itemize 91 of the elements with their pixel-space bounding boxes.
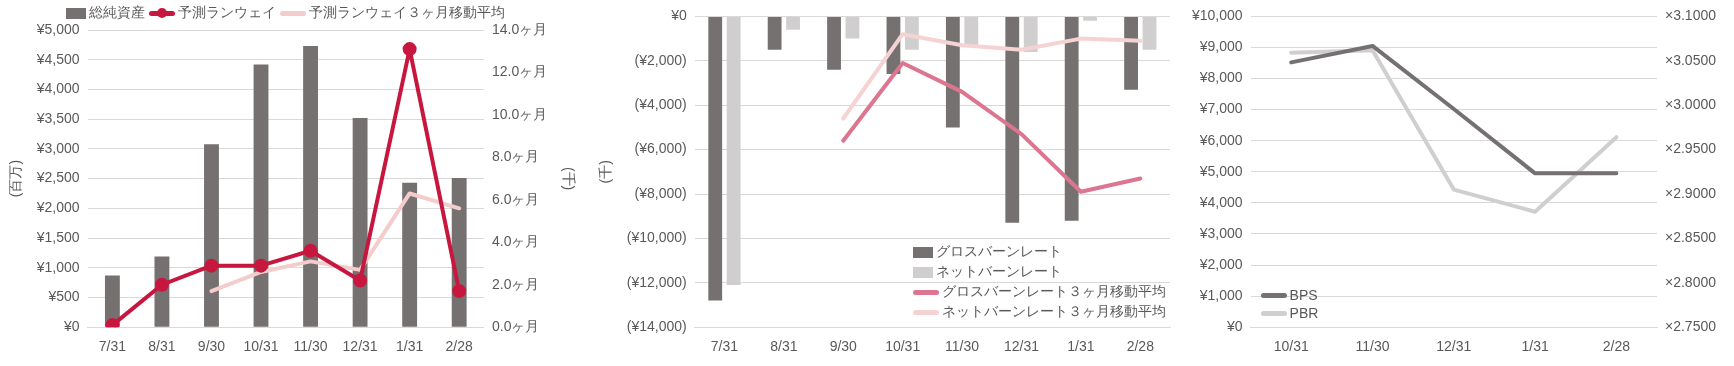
y2-tick-label: ×3.1000 (1665, 7, 1717, 24)
x-tick-label: 11/30 (1355, 338, 1390, 355)
x-tick-label: 12/31 (1436, 338, 1472, 355)
x-tick-label: 10/31 (885, 338, 921, 355)
legend-label: 予測ランウェイ (178, 4, 277, 22)
y-tick-label: ¥3,500 (35, 110, 80, 127)
legend-label: 予測ランウェイ３ヶ月移動平均 (309, 4, 506, 22)
y-tick-label: ¥5,000 (35, 20, 80, 37)
y-axis-title: (千) (597, 160, 614, 184)
y-tick-label: (¥4,000) (634, 96, 687, 113)
point (452, 284, 467, 299)
bar (402, 182, 418, 327)
x-tick-label: 10/31 (1273, 338, 1309, 355)
y-tick-label: (¥2,000) (634, 51, 687, 68)
x-tick-label: 8/31 (148, 338, 176, 355)
legend-label: PBR (1289, 305, 1319, 322)
y-tick-label: (¥6,000) (634, 140, 687, 157)
y2-tick-label: ×2.9000 (1665, 184, 1717, 201)
y2-tick-label: 8.0ヶ月 (491, 148, 540, 165)
y2-tick-label: ×3.0000 (1665, 96, 1717, 113)
y-tick-label: ¥3,000 (1198, 224, 1243, 241)
y-tick-label: ¥4,000 (35, 80, 80, 97)
x-tick-label: 1/31 (396, 338, 424, 355)
y-tick-label: ¥5,000 (1198, 162, 1243, 179)
x-tick-label: 7/31 (710, 338, 739, 355)
y2-tick-label: 4.0ヶ月 (491, 233, 540, 250)
x-tick-label: 12/31 (342, 338, 378, 355)
y2-tick-label: 10.0ヶ月 (491, 105, 548, 122)
y-tick-label: ¥6,000 (1198, 131, 1243, 148)
x-tick-label: 1/31 (1521, 338, 1549, 355)
y-tick-label: ¥2,000 (1198, 255, 1243, 272)
y-tick-label: ¥0 (63, 318, 80, 335)
legend-label: ネットバーンレート (936, 263, 1062, 282)
y-tick-label: ¥3,000 (35, 139, 80, 156)
x-tick-label: 9/30 (829, 338, 858, 355)
legend-label: グロスバーンレート (936, 243, 1062, 262)
y-tick-label: ¥2,500 (35, 169, 80, 186)
y2-tick-label: 0.0ヶ月 (491, 318, 540, 335)
y-tick-label: (¥14,000) (626, 318, 687, 335)
y-tick-label: (¥10,000) (626, 229, 687, 246)
y2-tick-label: ×3.0500 (1665, 51, 1717, 68)
y-tick-label: ¥1,000 (1198, 286, 1243, 303)
bar (204, 144, 219, 327)
y2-tick-label: ×2.8000 (1665, 273, 1717, 290)
y-tick-label: (¥8,000) (634, 184, 687, 201)
point (254, 258, 269, 273)
x-tick-label: 9/30 (197, 338, 226, 355)
y2-tick-label: 2.0ヶ月 (491, 275, 540, 292)
y-tick-label: ¥8,000 (1198, 69, 1243, 86)
y-tick-label: ¥4,500 (35, 50, 80, 67)
y2-axis-title: (千) (560, 166, 577, 191)
y-tick-label: ¥1,500 (35, 228, 80, 245)
y-tick-label: ¥0 (670, 7, 687, 24)
y-tick-label: ¥7,000 (1198, 100, 1243, 117)
point (353, 273, 368, 288)
y-tick-label: ¥1,000 (35, 258, 80, 275)
x-tick-label: 2/28 (445, 338, 474, 355)
legend-label: ネットバーンレート３ヶ月移動平均 (942, 303, 1166, 322)
bar (352, 117, 368, 327)
x-tick-label: 2/28 (1126, 338, 1155, 355)
y2-tick-label: 12.0ヶ月 (491, 63, 548, 80)
legend-label: BPS (1289, 287, 1318, 304)
y2-tick-label: ×2.9500 (1665, 140, 1717, 157)
x-tick-label: 11/30 (945, 338, 980, 355)
x-tick-label: 10/31 (243, 338, 279, 355)
y-tick-label: ¥9,000 (1198, 38, 1243, 55)
y-axis-title: (百万) (7, 159, 24, 198)
bar (253, 64, 269, 327)
x-tick-label: 7/31 (98, 338, 127, 355)
point (154, 277, 169, 292)
bar (303, 46, 318, 327)
y2-tick-label: ×2.7500 (1665, 318, 1717, 335)
y2-tick-label: 6.0ヶ月 (491, 190, 540, 207)
x-tick-label: 11/30 (293, 338, 328, 355)
y2-tick-label: 14.0ヶ月 (491, 20, 548, 37)
x-tick-label: 1/31 (1067, 338, 1095, 355)
y-tick-label: ¥4,000 (1198, 193, 1243, 210)
y-tick-label: ¥0 (1226, 318, 1243, 335)
legend-label: 総純資産 (89, 4, 146, 22)
y-tick-label: ¥500 (47, 288, 80, 305)
y-tick-label: (¥12,000) (626, 273, 687, 290)
y-tick-label: ¥10,000 (1191, 7, 1243, 24)
point (402, 42, 417, 57)
point (204, 258, 219, 273)
y2-tick-label: ×2.8500 (1665, 229, 1717, 246)
legend-label: グロスバーンレート３ヶ月移動平均 (942, 283, 1166, 302)
y-tick-label: ¥2,000 (35, 199, 80, 216)
point (303, 243, 318, 258)
x-tick-label: 12/31 (1003, 338, 1040, 355)
x-tick-label: 8/31 (770, 338, 798, 355)
x-tick-label: 2/28 (1602, 338, 1631, 355)
